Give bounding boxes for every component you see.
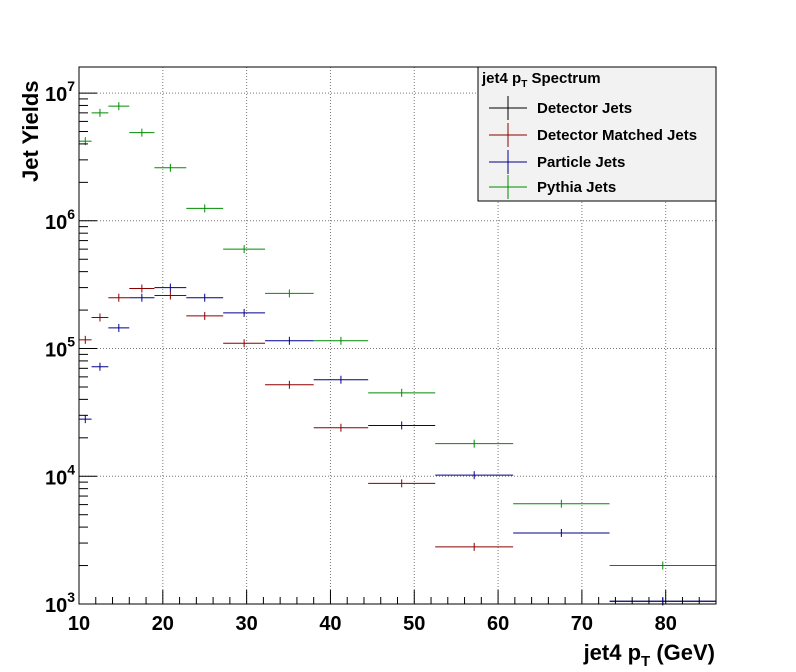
y-tick-label-exponent: 6 [67, 206, 75, 222]
y-tick-label: 106 [45, 206, 75, 234]
legend-entries: Detector Jets Detector Matched Jets Partic… [489, 96, 697, 199]
y-tick-label: 107 [45, 78, 75, 106]
y-axis-title: Jet Yields [18, 80, 43, 182]
series-group [79, 102, 716, 606]
x-tick-label: 70 [571, 613, 593, 635]
y-tick-label-exponent: 3 [67, 589, 75, 605]
y-tick-label-exponent: 7 [67, 78, 75, 94]
legend-title-main: jet4 p [481, 70, 521, 87]
legend-entry-label: Particle Jets [537, 154, 625, 171]
legend-title-suffix: Spectrum [527, 70, 600, 87]
legend-entry-label: Detector Jets [537, 100, 632, 117]
y-tick-label-exponent: 4 [67, 461, 75, 477]
series-pythia-jets [79, 102, 716, 570]
legend-title-sub: T [521, 79, 527, 90]
x-axis-title: jet4 pT (GeV) [583, 640, 715, 670]
legend-box [477, 66, 717, 202]
x-tick-label: 10 [68, 613, 90, 635]
x-tick-label: 60 [487, 613, 509, 635]
y-tick-label-base: 10 [45, 212, 67, 234]
series-particle-jets [79, 283, 716, 606]
y-tick-label-base: 10 [45, 340, 67, 362]
legend-entry-label: Detector Matched Jets [537, 127, 697, 144]
legend: jet4 pT Spectrum Detector Jets Detector M… [477, 66, 717, 202]
axis-ticks [78, 92, 700, 605]
legend-entry-label: Pythia Jets [537, 179, 616, 196]
x-axis-title-suffix: (GeV) [650, 640, 715, 665]
y-tick-label-base: 10 [45, 595, 67, 617]
y-tick-label: 104 [45, 461, 75, 489]
y-tick-label: 103 [45, 589, 75, 617]
y-tick-label: 105 [45, 334, 75, 362]
y-tick-label-exponent: 5 [67, 334, 75, 350]
legend-title: jet4 pT Spectrum [481, 70, 601, 90]
x-tick-label: 30 [236, 613, 258, 635]
series-detector-matched-jets [79, 284, 514, 551]
grid-lines [79, 67, 716, 604]
x-axis-title-sub: T [641, 653, 650, 670]
x-tick-label: 20 [152, 613, 174, 635]
x-axis-title-main: jet4 p [583, 640, 641, 665]
x-tick-label: 40 [319, 613, 341, 635]
x-tick-label: 50 [403, 613, 425, 635]
x-tick-label: 80 [655, 613, 677, 635]
y-tick-label-base: 10 [45, 84, 67, 106]
y-tick-label-base: 10 [45, 467, 67, 489]
